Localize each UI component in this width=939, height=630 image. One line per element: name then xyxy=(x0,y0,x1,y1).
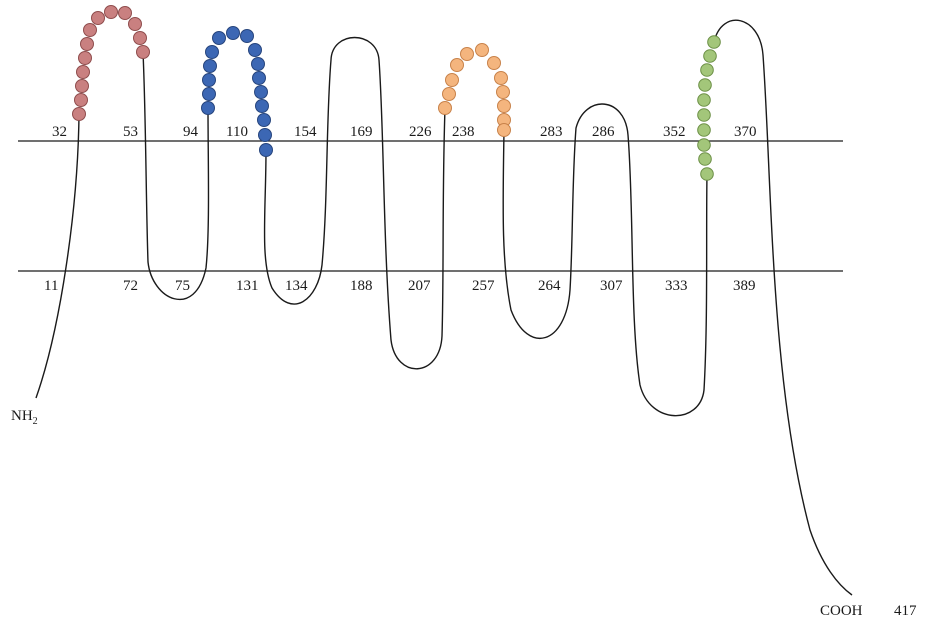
residue-label-top: 226 xyxy=(409,124,432,140)
residue-bead xyxy=(104,5,118,19)
residue-bead xyxy=(76,65,90,79)
residue-label-top: 283 xyxy=(540,124,563,140)
residue-bead xyxy=(78,51,92,65)
residue-bead xyxy=(202,73,216,87)
residue-label-top: 154 xyxy=(294,124,317,140)
residue-label-bottom: 188 xyxy=(350,278,373,294)
residue-bead xyxy=(475,43,489,57)
residue-bead xyxy=(707,35,721,49)
residue-bead xyxy=(698,78,712,92)
residue-bead xyxy=(248,43,262,57)
residue-bead xyxy=(442,87,456,101)
residue-label-bottom: 207 xyxy=(408,278,431,294)
residue-bead xyxy=(450,58,464,72)
residue-bead xyxy=(255,99,269,113)
residue-bead xyxy=(497,123,511,137)
residue-bead xyxy=(259,143,273,157)
residue-label-top: 286 xyxy=(592,124,615,140)
residue-bead xyxy=(80,37,94,51)
residue-bead xyxy=(202,87,216,101)
residue-bead xyxy=(252,71,266,85)
residue-bead xyxy=(703,49,717,63)
residue-label-bottom: 11 xyxy=(44,278,58,294)
residue-bead xyxy=(91,11,105,25)
residue-label-bottom: 333 xyxy=(665,278,688,294)
residue-bead xyxy=(496,85,510,99)
residue-label-bottom: 264 xyxy=(538,278,561,294)
residue-bead xyxy=(75,79,89,93)
residue-bead xyxy=(697,93,711,107)
residue-bead xyxy=(697,138,711,152)
residue-bead xyxy=(251,57,265,71)
residue-bead xyxy=(697,108,711,122)
residue-label-bottom: 389 xyxy=(733,278,756,294)
c-terminus-position: 417 xyxy=(894,603,917,619)
residue-label-top: 169 xyxy=(350,124,373,140)
residue-label-top: 238 xyxy=(452,124,475,140)
residue-bead xyxy=(494,71,508,85)
n-terminus-label: NH2 xyxy=(11,408,38,427)
residue-label-bottom: 131 xyxy=(236,278,259,294)
residue-label-bottom: 72 xyxy=(123,278,138,294)
residue-bead xyxy=(203,59,217,73)
residue-label-bottom: 75 xyxy=(175,278,190,294)
residue-bead xyxy=(497,99,511,113)
extracellular-loop-1-residues xyxy=(72,5,150,121)
residue-bead xyxy=(257,113,271,127)
residue-bead xyxy=(438,101,452,115)
residue-bead xyxy=(487,56,501,70)
polypeptide-chain xyxy=(35,19,853,596)
residue-bead xyxy=(136,45,150,59)
residue-bead xyxy=(254,85,268,99)
top-residue-labels: 32 53 94 110 154 169 226 238 283 286 352… xyxy=(52,124,757,140)
residue-bead xyxy=(226,26,240,40)
residue-label-bottom: 307 xyxy=(600,278,623,294)
residue-bead xyxy=(118,6,132,20)
residue-label-top: 370 xyxy=(734,124,757,140)
residue-label-top: 32 xyxy=(52,124,67,140)
c-terminus-label: COOH xyxy=(820,603,863,619)
residue-bead xyxy=(445,73,459,87)
n-terminus-text: NH xyxy=(11,408,33,424)
residue-bead xyxy=(698,152,712,166)
residue-bead xyxy=(460,47,474,61)
residue-bead xyxy=(700,167,714,181)
extracellular-loop-2-residues xyxy=(201,26,273,157)
residue-bead xyxy=(201,101,215,115)
residue-label-top: 94 xyxy=(183,124,199,140)
residue-label-bottom: 134 xyxy=(285,278,308,294)
residue-bead xyxy=(72,107,86,121)
residue-bead xyxy=(205,45,219,59)
residue-bead xyxy=(697,123,711,137)
residue-label-top: 352 xyxy=(663,124,686,140)
transmembrane-helix-7-residues xyxy=(697,35,721,181)
residue-bead xyxy=(128,17,142,31)
bottom-residue-labels: 11 72 75 131 134 188 207 257 264 307 333… xyxy=(44,278,756,294)
residue-label-top: 110 xyxy=(226,124,248,140)
residue-label-top: 53 xyxy=(123,124,138,140)
extracellular-loop-3-residues xyxy=(438,43,511,137)
residue-label-bottom: 257 xyxy=(472,278,495,294)
residue-bead xyxy=(240,29,254,43)
residue-bead xyxy=(700,63,714,77)
n-terminus-subscript: 2 xyxy=(33,416,38,427)
residue-bead xyxy=(133,31,147,45)
residue-bead xyxy=(212,31,226,45)
residue-bead xyxy=(74,93,88,107)
residue-bead xyxy=(83,23,97,37)
residue-bead xyxy=(258,128,272,142)
